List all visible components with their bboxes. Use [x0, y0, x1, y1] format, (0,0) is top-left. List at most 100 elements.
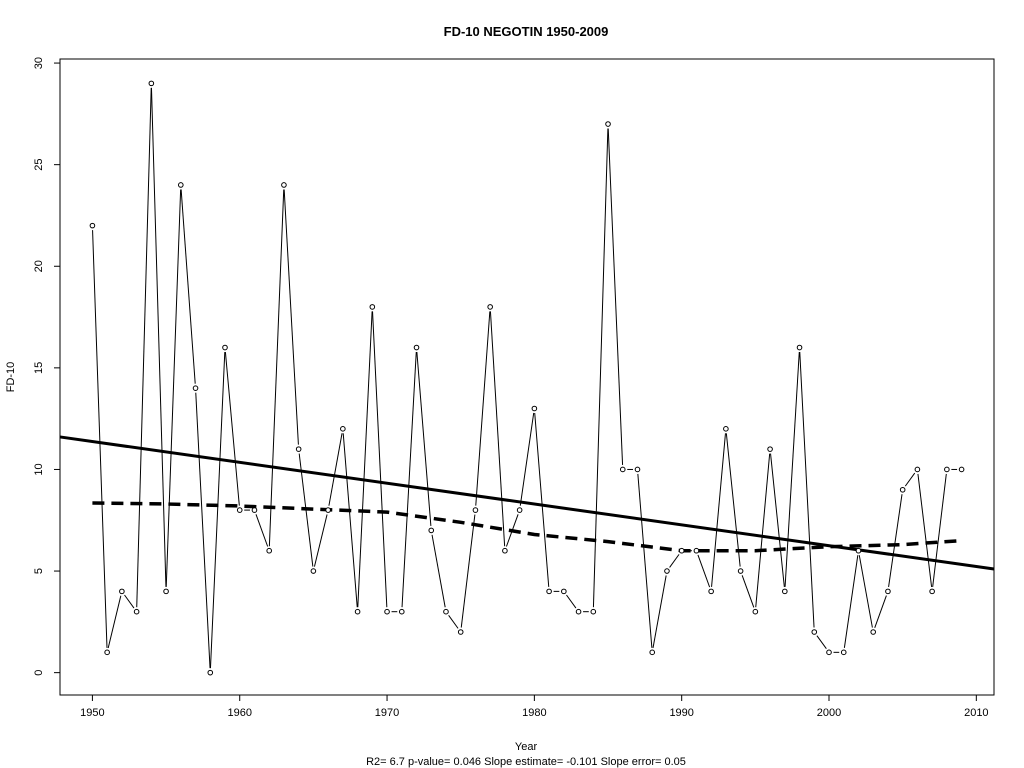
series-segment [592, 128, 609, 608]
y-tick-label: 25 [33, 159, 45, 171]
data-point [281, 182, 287, 188]
series-segment [224, 351, 240, 506]
x-tick-label: 2010 [964, 707, 988, 719]
y-tick-label: 0 [33, 670, 45, 676]
series-segment [460, 514, 476, 628]
data-point [634, 466, 641, 473]
data-point [428, 527, 435, 534]
series-segment [843, 555, 859, 648]
chart-title: FD-10 NEGOTIN 1950-2009 [444, 24, 609, 39]
series-segment [124, 594, 135, 609]
data-point [590, 608, 597, 615]
x-tick-label: 1950 [80, 707, 104, 719]
data-point [222, 344, 228, 351]
data-point [767, 446, 773, 452]
data-point [914, 466, 921, 473]
data-point [899, 486, 906, 493]
series-segment [180, 189, 196, 384]
y-axis: 0 5 10 15 20 25 30 [33, 57, 60, 676]
series-segment [932, 473, 947, 587]
data-point [398, 608, 405, 615]
series-segment [372, 311, 388, 608]
data-point [782, 588, 788, 595]
series-segment [357, 311, 373, 608]
plot-frame [59, 58, 995, 696]
series-segment [607, 128, 624, 465]
series-segment [519, 412, 535, 506]
series-segment [255, 514, 269, 547]
series-segment [711, 433, 726, 587]
data-point [796, 344, 803, 351]
data-point [561, 588, 567, 595]
data-point [531, 405, 538, 412]
data-point [546, 588, 552, 595]
x-axis-label: Year [515, 741, 538, 753]
y-tick-label: 5 [33, 568, 45, 574]
x-tick-label: 1990 [669, 707, 693, 719]
data-point [192, 385, 199, 391]
y-tick-label: 10 [33, 463, 45, 475]
data-point [840, 649, 847, 656]
data-point [826, 649, 832, 656]
series-segment [283, 189, 299, 445]
data-point [885, 588, 891, 595]
data-point [310, 568, 317, 574]
data-point [443, 608, 449, 615]
series-segment [448, 615, 459, 629]
series-segment [784, 351, 800, 587]
data-point [649, 649, 656, 656]
x-tick-label: 2000 [817, 707, 841, 719]
series-segment [904, 472, 916, 487]
data-point [870, 629, 876, 635]
data-point [664, 568, 670, 574]
series-segment [475, 311, 491, 506]
series-segment [298, 453, 314, 567]
series-segment [268, 189, 285, 547]
y-tick-label: 15 [33, 362, 45, 374]
series-segment [136, 87, 152, 608]
series-segment [505, 514, 519, 547]
data-point [251, 507, 258, 513]
regression-stats: R2= 6.7 p-value= 0.046 Slope estimate= -… [366, 756, 686, 768]
data-point [413, 344, 420, 351]
data-point [369, 304, 376, 310]
data-point [575, 608, 582, 615]
data-point [811, 629, 818, 635]
data-point [340, 426, 346, 432]
data-point [457, 629, 464, 635]
data-point [516, 507, 523, 513]
data-point [236, 507, 243, 513]
series-segment [741, 575, 755, 608]
data-point [737, 568, 744, 574]
data-point [502, 547, 508, 554]
series-segment [107, 595, 122, 649]
series-segment [799, 352, 815, 628]
y-axis-label: FD-10 [5, 362, 17, 393]
series-segment [888, 494, 903, 587]
data-point [693, 547, 700, 554]
series-segment [770, 453, 785, 587]
data-point [89, 222, 96, 229]
data-point [958, 466, 965, 473]
data-point [133, 608, 140, 615]
data-point [472, 507, 479, 513]
data-point [855, 547, 862, 554]
data-point [944, 466, 950, 473]
data-point [384, 608, 390, 615]
x-tick-label: 1970 [375, 707, 399, 719]
data-point [207, 669, 214, 676]
series-segment [150, 87, 167, 587]
data-point [929, 588, 935, 595]
series-segment [195, 392, 211, 669]
series-segment [431, 534, 446, 608]
series-segment [313, 514, 328, 567]
series-segment [209, 352, 226, 669]
data-point [266, 547, 272, 554]
y-tick-label: 20 [33, 260, 45, 272]
y-tick-label: 30 [33, 57, 45, 69]
data-point [295, 446, 302, 452]
series-segment [755, 453, 771, 608]
data-point [325, 507, 331, 513]
data-point [619, 466, 626, 473]
